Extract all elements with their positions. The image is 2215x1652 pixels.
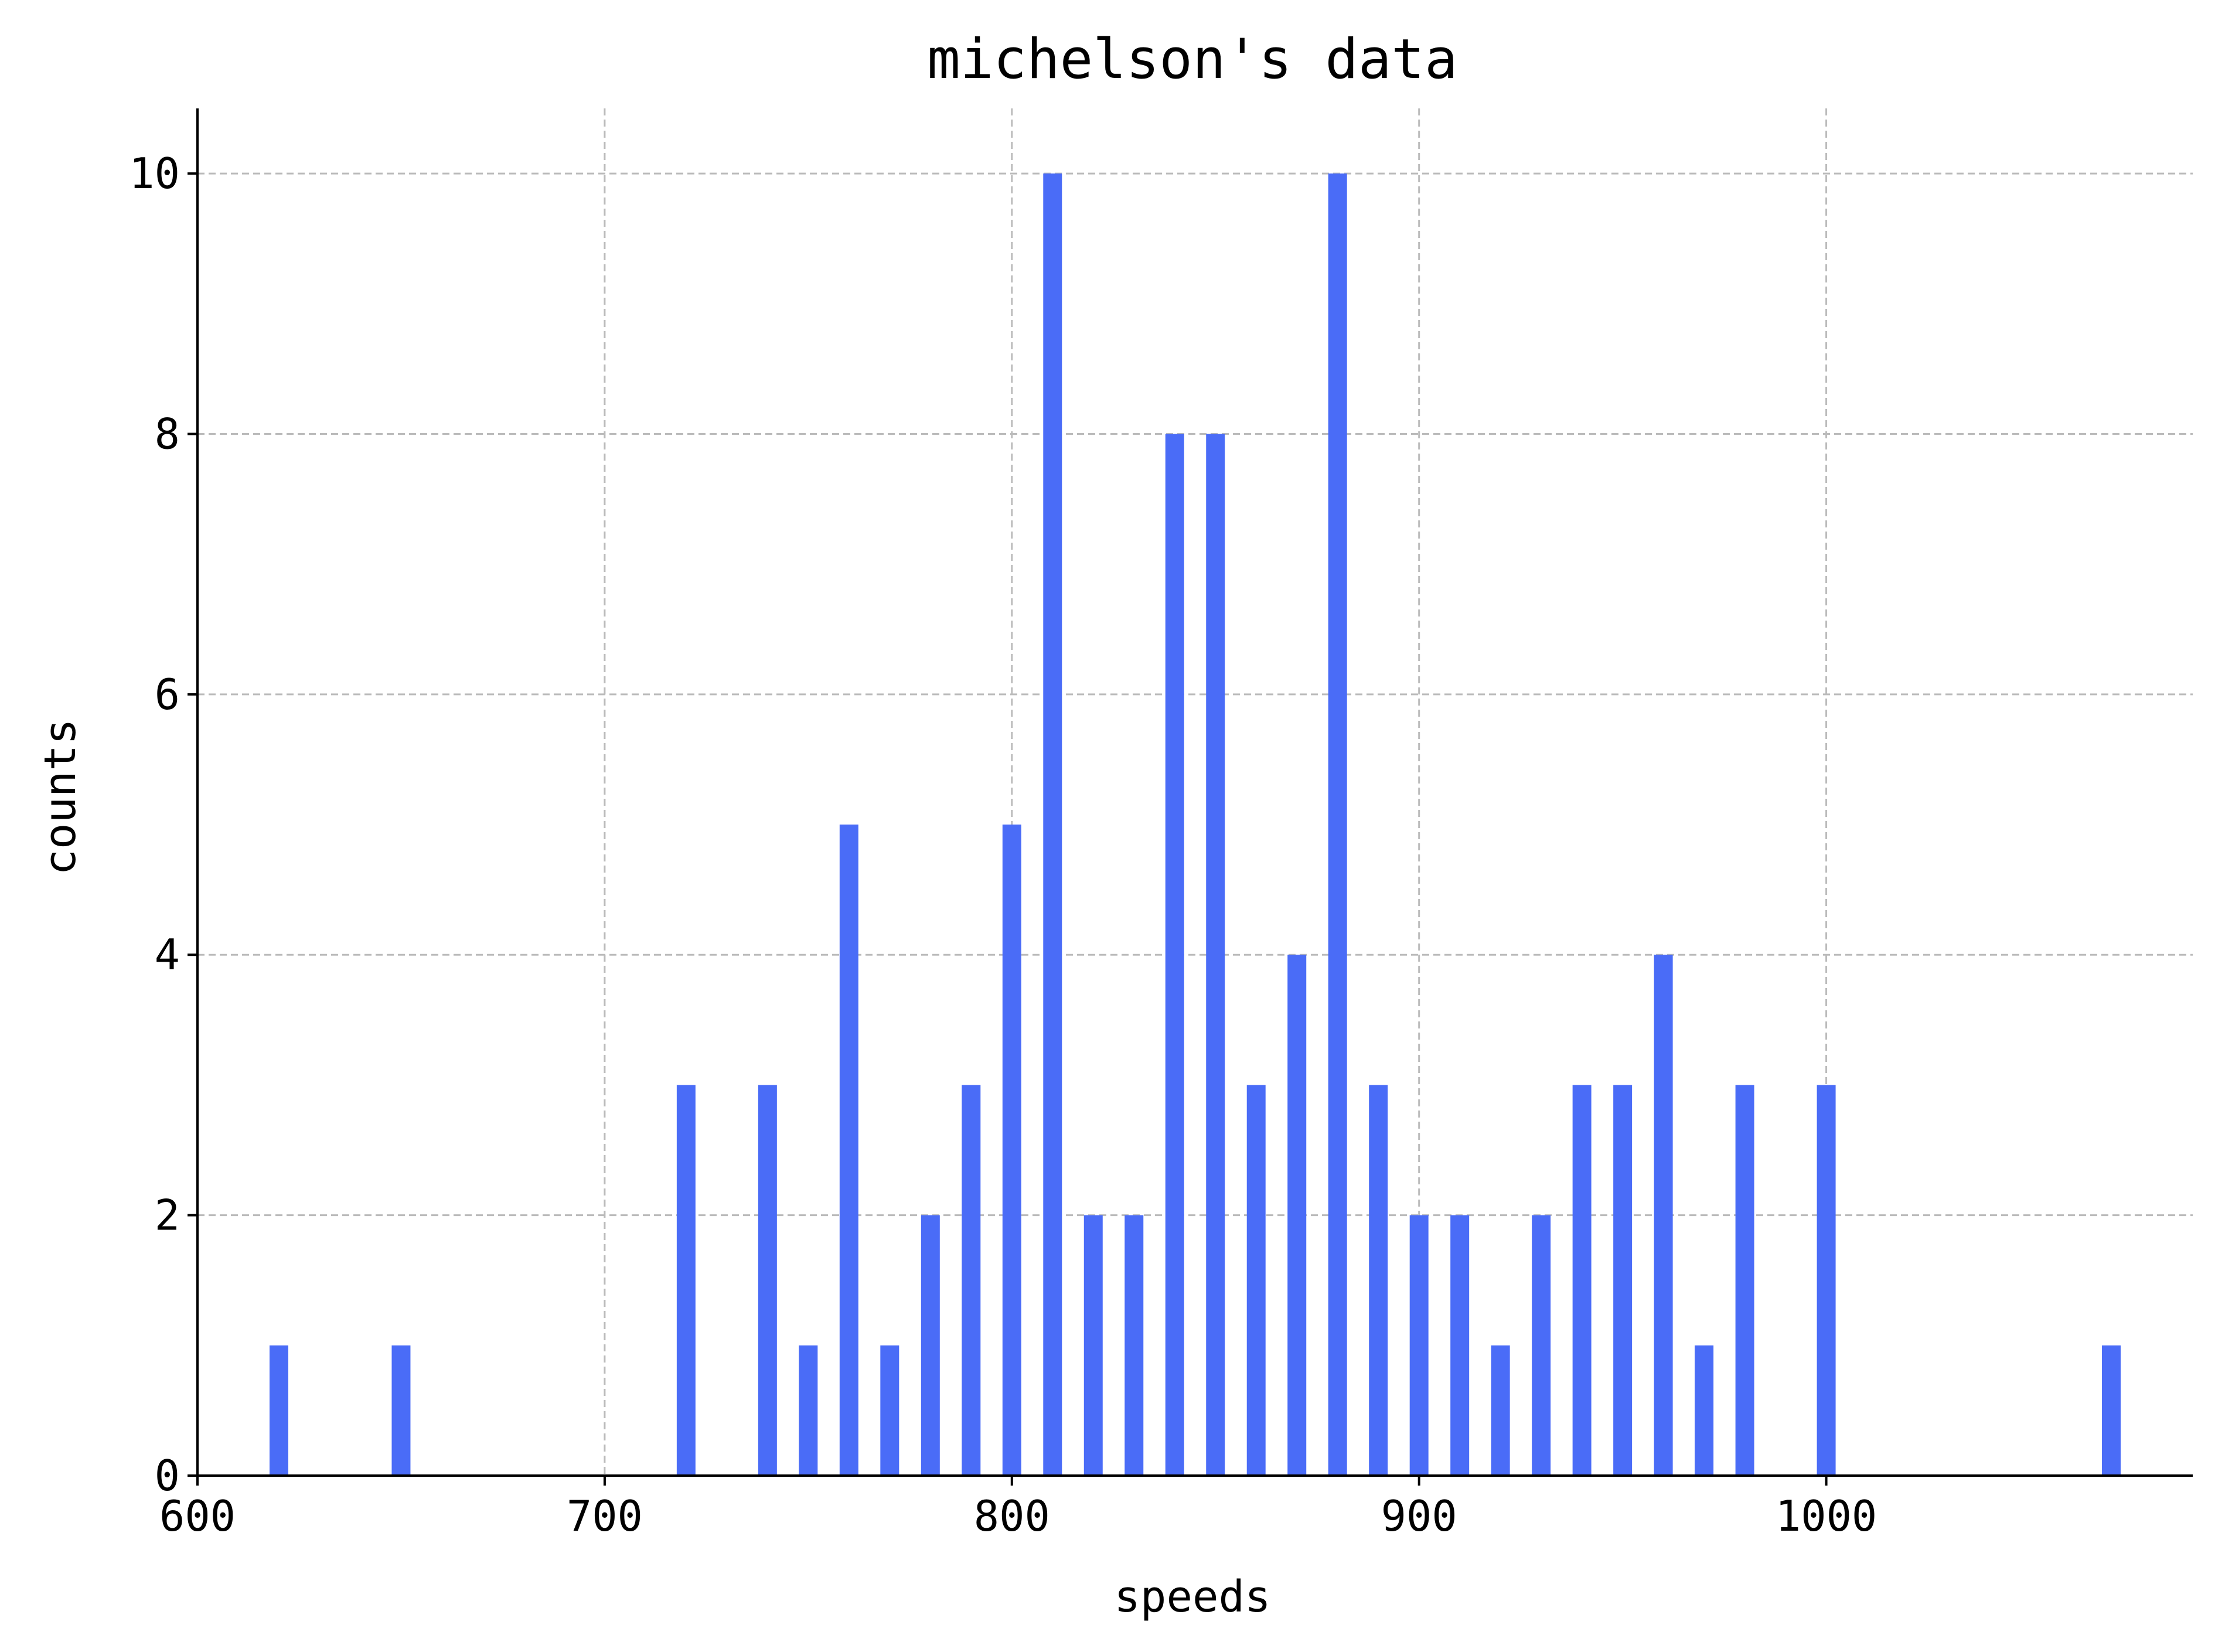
histogram-bar (1165, 434, 1184, 1476)
histogram-bar (1083, 1215, 1103, 1476)
histogram-bar (1654, 955, 1673, 1476)
tick-labels: 600 700 800 900 1000 0 2 4 6 8 10 (129, 149, 1877, 1541)
histogram-bar (799, 1345, 818, 1476)
histogram-bar (1002, 825, 1021, 1476)
axes (188, 108, 2193, 1486)
bars (269, 173, 2121, 1476)
histogram-bar (1124, 1215, 1144, 1476)
histogram-bar (1409, 1215, 1429, 1476)
y-tick-label: 0 (155, 1451, 180, 1500)
histogram-bar (1817, 1085, 1836, 1476)
x-tick-label: 600 (159, 1491, 236, 1541)
histogram-bar (1328, 173, 1347, 1476)
histogram-bar (391, 1345, 411, 1476)
y-tick-label: 6 (155, 670, 180, 719)
x-tick-label: 700 (567, 1491, 643, 1541)
histogram-bar (676, 1085, 696, 1476)
y-axis-title: counts (35, 718, 86, 875)
histogram-bar (2102, 1345, 2121, 1476)
histogram-bar (1246, 1085, 1266, 1476)
chart-title: michelson's data (927, 28, 1457, 91)
histogram-bar (1532, 1215, 1551, 1476)
histogram-bar (1206, 434, 1225, 1476)
histogram-bar (1450, 1215, 1470, 1476)
histogram-bar (1043, 173, 1062, 1476)
histogram-bar (1491, 1345, 1510, 1476)
histogram-bar (1572, 1085, 1592, 1476)
x-tick-label: 1000 (1776, 1491, 1877, 1541)
y-tick-label: 10 (129, 149, 180, 198)
x-tick-label: 900 (1381, 1491, 1457, 1541)
histogram-bar (880, 1345, 899, 1476)
histogram-bar (1287, 955, 1307, 1476)
histogram-bar (1369, 1085, 1388, 1476)
grid (196, 108, 2193, 1476)
histogram-bar (921, 1215, 940, 1476)
y-tick-label: 2 (155, 1191, 180, 1240)
y-tick-label: 4 (155, 930, 180, 979)
histogram-bar (1735, 1085, 1754, 1476)
histogram-bar (839, 825, 858, 1476)
histogram-bar (269, 1345, 288, 1476)
histogram-bar (1613, 1085, 1633, 1476)
x-tick-label: 800 (974, 1491, 1050, 1541)
y-tick-label: 8 (155, 409, 180, 458)
x-axis-title: speeds (1114, 1572, 1270, 1622)
histogram-bar (962, 1085, 981, 1476)
histogram-bar (758, 1085, 777, 1476)
histogram-bar (1695, 1345, 1714, 1476)
